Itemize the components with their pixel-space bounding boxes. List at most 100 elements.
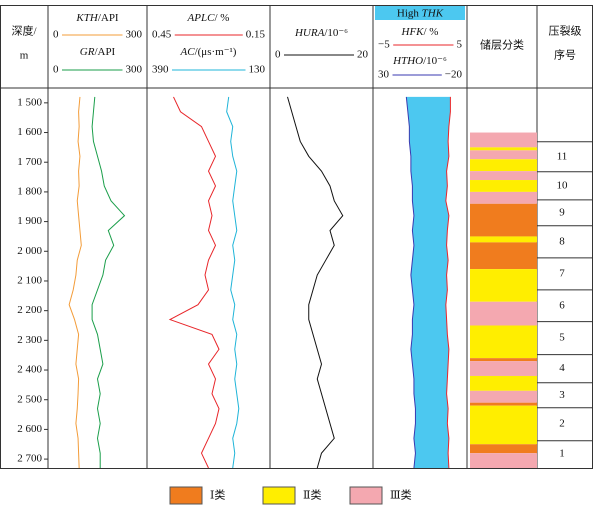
facies-interval bbox=[470, 453, 537, 468]
curve-unit: /API bbox=[94, 46, 115, 58]
scale-label: 300 bbox=[126, 29, 143, 41]
facies-interval bbox=[470, 203, 537, 237]
scale-label: 390 bbox=[152, 64, 169, 76]
stage-label: 1 bbox=[559, 448, 565, 460]
scale-label: 20 bbox=[357, 49, 369, 61]
curve-title: KTH/API bbox=[75, 12, 119, 24]
curve-name: HURA bbox=[294, 27, 325, 39]
legend-swatch bbox=[169, 486, 203, 505]
legend-swatch bbox=[262, 486, 296, 505]
facies-interval bbox=[470, 242, 537, 270]
stage-label: 2 bbox=[559, 418, 565, 430]
depth-tick-label: 2 100 bbox=[17, 275, 42, 287]
stage-label: 8 bbox=[559, 235, 565, 247]
curve-unit: /(μs·m⁻¹) bbox=[195, 46, 237, 58]
curve-name: HTHO bbox=[392, 55, 423, 67]
scale-label: 0.15 bbox=[246, 29, 266, 41]
depth-title: m bbox=[20, 50, 29, 62]
facies-interval bbox=[470, 150, 537, 160]
scale-label: 300 bbox=[126, 64, 143, 76]
stage-label: 5 bbox=[559, 332, 565, 344]
depth-tick-label: 2 700 bbox=[17, 453, 42, 465]
facies-interval bbox=[470, 390, 537, 403]
legend-label: Ⅱ类 bbox=[303, 488, 321, 502]
stage-label: 11 bbox=[557, 150, 568, 162]
scale-label: 0 bbox=[53, 64, 59, 76]
scale-label: 0 bbox=[53, 29, 59, 41]
depth-tick-label: 2 400 bbox=[17, 364, 42, 376]
depth-tick-label: 2 200 bbox=[17, 304, 42, 316]
facies-interval bbox=[470, 358, 537, 362]
stage-label: 10 bbox=[557, 179, 569, 191]
facies-title: 储层分类 bbox=[480, 38, 524, 52]
facies-interval bbox=[470, 171, 537, 181]
depth-tick-label: 2 300 bbox=[17, 334, 42, 346]
facies-interval bbox=[470, 402, 537, 406]
log-curve bbox=[68, 96, 82, 469]
log-curve bbox=[91, 96, 126, 468]
facies-interval bbox=[470, 159, 537, 172]
depth-tick-label: 2 500 bbox=[17, 393, 42, 405]
curve-unit: /10⁻⁶ bbox=[423, 55, 447, 67]
curve-unit: / % bbox=[214, 12, 229, 24]
scale-label: 30 bbox=[378, 69, 390, 81]
curve-title: GR/API bbox=[80, 46, 116, 58]
legend-label: Ⅲ类 bbox=[390, 488, 412, 502]
curve-unit: /API bbox=[98, 12, 119, 24]
depth-tick-label: 1 800 bbox=[17, 185, 42, 197]
depth-tick-label: 1 600 bbox=[17, 126, 42, 138]
facies-interval bbox=[470, 191, 537, 204]
depth-tick-label: 1 900 bbox=[17, 215, 42, 227]
curve-title: APLC/ % bbox=[187, 12, 230, 24]
log-curve bbox=[445, 96, 451, 469]
curve-name: APLC bbox=[187, 12, 216, 24]
stage-label: 7 bbox=[559, 267, 565, 279]
scale-label: 5 bbox=[457, 39, 463, 51]
fill-prefix: High bbox=[397, 7, 420, 19]
fill-legend-bar bbox=[375, 6, 465, 20]
facies-interval bbox=[470, 405, 537, 445]
curve-name: GR bbox=[80, 46, 95, 58]
thk-area bbox=[406, 96, 451, 468]
facies-interval bbox=[470, 375, 537, 391]
curve-title: AC/(μs·m⁻¹) bbox=[180, 46, 237, 58]
facies-interval bbox=[470, 180, 537, 192]
facies-interval bbox=[470, 269, 537, 302]
stage-label: 6 bbox=[559, 299, 565, 311]
curve-title: HFK/ % bbox=[401, 26, 439, 38]
scale-label: −5 bbox=[378, 39, 390, 51]
curve-name: AC bbox=[180, 46, 196, 58]
stage-label: 4 bbox=[559, 362, 565, 374]
facies-interval bbox=[470, 325, 537, 359]
scale-label: 130 bbox=[249, 64, 266, 76]
legend-label: Ⅰ类 bbox=[210, 488, 225, 502]
scale-label: 0 bbox=[275, 49, 281, 61]
facies-interval bbox=[470, 361, 537, 376]
stage-label: 3 bbox=[559, 389, 565, 401]
facies-interval bbox=[470, 147, 537, 151]
fracture-title: 序号 bbox=[554, 48, 576, 62]
depth-tick-label: 1 700 bbox=[17, 156, 42, 168]
depth-tick-label: 1 500 bbox=[17, 96, 42, 108]
stage-label: 9 bbox=[559, 206, 565, 218]
scale-label: −20 bbox=[445, 69, 463, 81]
log-curve bbox=[287, 96, 344, 469]
curve-name: KTH bbox=[75, 12, 98, 24]
fill-legend-label: High THK bbox=[397, 7, 444, 19]
log-curve bbox=[168, 96, 220, 469]
legend-swatch bbox=[349, 486, 383, 505]
log-curve bbox=[226, 96, 240, 469]
depth-tick-label: 2 000 bbox=[17, 245, 42, 257]
curve-unit: / % bbox=[424, 26, 439, 38]
facies-interval bbox=[470, 301, 537, 326]
depth-tick-label: 2 600 bbox=[17, 423, 42, 435]
facies-interval bbox=[470, 444, 537, 454]
facies-interval bbox=[470, 236, 537, 243]
facies-interval bbox=[470, 132, 537, 148]
curve-unit: /10⁻⁶ bbox=[324, 27, 348, 39]
curve-name: HFK bbox=[401, 26, 425, 38]
depth-title: 深度/ bbox=[11, 24, 37, 38]
curve-title: HTHO/10⁻⁶ bbox=[392, 55, 447, 67]
scale-label: 0.45 bbox=[152, 29, 172, 41]
